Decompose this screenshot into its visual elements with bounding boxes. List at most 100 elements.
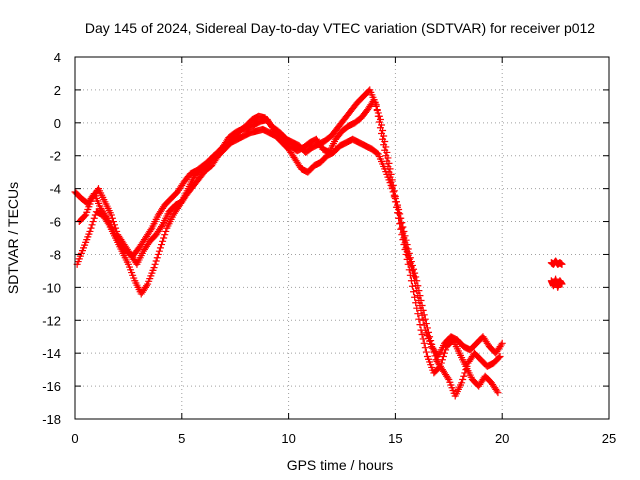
data-point [414,310,422,318]
chart-title: Day 145 of 2024, Sidereal Day-to-day VTE… [85,20,595,36]
data-point [162,227,170,235]
y-tick-label: -14 [42,346,61,361]
data-point [400,234,408,242]
data-point [381,137,389,145]
data-point [156,244,164,252]
data-point [444,374,452,382]
data-point [154,250,162,258]
data-point [392,198,400,206]
data-point [407,263,415,271]
y-tick-label: -8 [49,247,61,262]
data-point [416,301,424,309]
data-point [107,211,115,219]
data-point [498,339,506,347]
data-point [81,212,89,220]
data-point [388,176,396,184]
data-point [418,311,426,319]
data-point [463,362,471,370]
y-tick-label: -6 [49,215,61,230]
x-tick-label: 20 [495,431,509,446]
data-point [385,159,393,167]
data-point [398,224,406,232]
data-point [495,354,503,362]
y-tick-label: 0 [54,116,61,131]
data-point [370,96,378,104]
data-point [390,187,398,195]
data-point [160,234,168,242]
data-point [152,257,160,265]
x-tick-label: 5 [178,431,185,446]
plot-frame [74,56,610,420]
data-point [411,277,419,285]
y-axis-label: SDTVAR / TECUs [5,182,21,294]
data-point [159,237,167,245]
data-point [421,344,429,352]
data-point [461,369,469,377]
data-point [383,148,391,156]
data-point [373,106,381,114]
data-point [396,214,404,222]
data-point [391,192,399,200]
data-point [410,272,418,280]
data-point [399,229,407,237]
y-tick-label: 4 [54,50,61,65]
data-point [389,188,397,196]
data-point [394,203,402,211]
data-point [153,254,161,262]
data-point [379,126,387,134]
data-point [415,297,423,305]
y-tick-label: -18 [42,412,61,427]
axis-ticks [74,56,610,420]
data-point [420,339,428,347]
data-point [408,267,416,275]
data-point [414,292,422,300]
tick-labels: 0 5 10 15 20 25 -18 -16 -14 -12 -10 -8 -6 -4 -2 0 2 4 [42,50,616,446]
data-point [397,219,405,227]
data-point [406,259,414,267]
data-point [420,321,428,329]
data-point [493,387,501,395]
data-point [415,315,423,323]
data-point [558,280,566,288]
data-point [371,99,379,107]
x-tick-label: 0 [71,431,78,446]
data-point [497,341,505,349]
data-point [404,252,412,260]
data-point [458,379,466,387]
data-point [104,219,112,227]
y-tick-label: -10 [42,280,61,295]
data-point [380,132,388,140]
data-point [90,214,98,222]
y-tick-label: 2 [54,83,61,98]
data-point [111,221,119,229]
data-point [374,109,382,117]
data-point [161,231,169,239]
series-late-segment [547,257,566,291]
x-tick-label: 15 [388,431,402,446]
data-point [419,316,427,324]
data-point [494,389,502,397]
data-point [387,170,395,178]
data-point [441,349,449,357]
data-point [109,218,117,226]
data-point [410,288,418,296]
data-point [558,260,566,268]
data-point [460,372,468,380]
data-point [143,282,151,290]
data-point [158,241,166,249]
data-point [462,366,470,374]
data-point [112,224,120,232]
data-point [386,165,394,173]
y-tick-label: -2 [49,149,61,164]
data-point [113,227,121,235]
y-tick-label: -16 [42,379,61,394]
data-point [405,255,413,263]
data-point [155,247,163,255]
data-point [88,221,96,229]
data-point [108,214,116,222]
series-track-c [75,96,506,360]
data-point [417,306,425,314]
data-point [459,376,467,384]
